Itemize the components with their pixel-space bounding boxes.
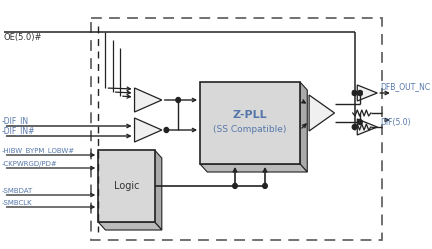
Text: -HIBW_BYPM_LOBW#: -HIBW_BYPM_LOBW# [2, 147, 75, 154]
Polygon shape [357, 85, 377, 101]
Polygon shape [200, 164, 307, 172]
Circle shape [164, 127, 168, 132]
Text: -SMBCLK: -SMBCLK [2, 200, 32, 206]
Text: Logic: Logic [114, 181, 139, 191]
Text: DIF(5.0): DIF(5.0) [380, 118, 411, 127]
Polygon shape [155, 150, 162, 230]
Polygon shape [98, 222, 162, 230]
FancyBboxPatch shape [200, 82, 300, 164]
Text: (SS Compatible): (SS Compatible) [213, 124, 287, 133]
Circle shape [176, 98, 181, 103]
Circle shape [263, 184, 267, 188]
Text: -DIF_IN#: -DIF_IN# [2, 126, 35, 135]
Polygon shape [300, 82, 307, 172]
Text: -DIF_IN: -DIF_IN [2, 116, 29, 125]
Circle shape [358, 90, 362, 96]
Polygon shape [134, 118, 162, 142]
Text: OE(5.0)#: OE(5.0)# [3, 33, 42, 42]
Polygon shape [134, 88, 162, 112]
Circle shape [358, 120, 362, 124]
Text: DFB_OUT_NC: DFB_OUT_NC [380, 82, 430, 91]
Text: Z-PLL: Z-PLL [233, 110, 267, 120]
Text: -CKPWRGD/PD#: -CKPWRGD/PD# [2, 161, 57, 167]
Circle shape [352, 124, 357, 129]
FancyBboxPatch shape [98, 150, 155, 222]
Polygon shape [309, 95, 334, 131]
Circle shape [352, 90, 357, 96]
Text: -SMBDAT: -SMBDAT [2, 188, 33, 194]
Polygon shape [357, 119, 377, 135]
Circle shape [233, 184, 237, 188]
